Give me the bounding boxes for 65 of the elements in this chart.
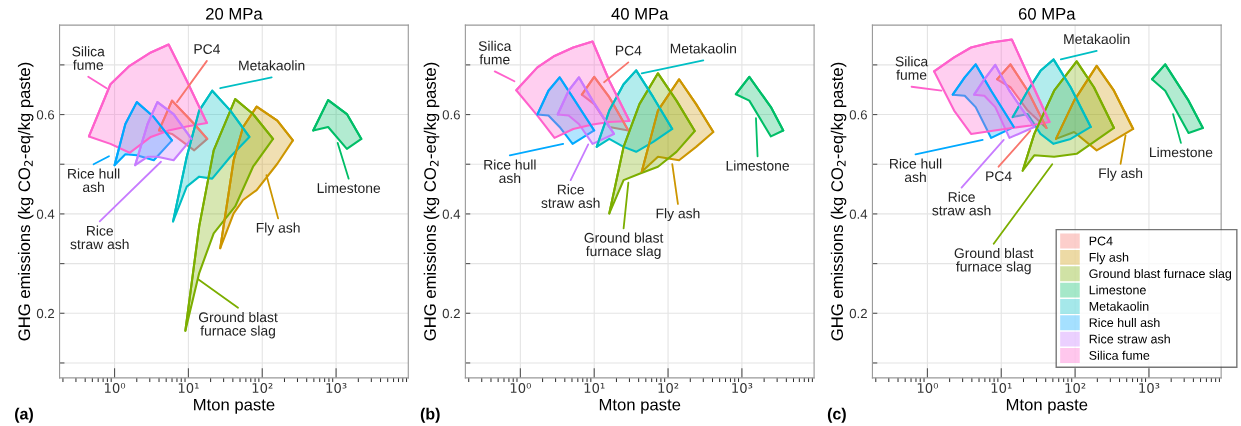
y-tick-label: 0.4 [442,209,461,219]
x-tick-label: 10⁰ [510,382,531,393]
y-tick-label: 0.6 [849,110,867,120]
x-tick-label: 10¹ [584,382,605,393]
legend-label: Ground blast furnace slag [1089,268,1232,281]
annotation: Ground blast furnace slag [954,247,1034,275]
annotation: Rice hull ash [68,168,120,193]
legend-label: Rice hull ash [1089,317,1160,328]
y-tick-label: 0.4 [36,209,55,219]
x-tick-label: 10³ [1139,382,1160,393]
y-axis-title: GHG emissions (kg CO$_{2}$-eq/kg paste) [423,62,440,341]
x-tick-label: 10² [252,382,273,393]
annotation: Rice hull ash [890,158,942,183]
annotation: Limestone [726,160,789,171]
x-axis-title: Mton paste [1006,398,1088,414]
annotation: Rice hull ash [484,159,536,184]
annotation: Rice straw ash [70,225,129,250]
x-tick-label: 10³ [326,382,347,393]
legend-label: Silica fume [1089,350,1150,360]
annotation: Fly ash [656,208,700,222]
chart-title: 40 MPa [611,7,669,20]
chart-title: 60 MPa [1018,7,1076,20]
y-tick-label: 0.6 [36,110,55,120]
x-tick-label: 10² [1065,382,1086,393]
annotation: Metakaolin [670,43,736,54]
annotation: Ground blast furnace slag [584,232,664,259]
y-tick-label: 0.2 [36,308,55,319]
legend-label: Fly ash [1089,252,1129,265]
text: (b) [420,407,440,423]
legend-label: Rice straw ash [1089,334,1170,344]
text: (c) [827,407,846,423]
y-axis-title: GHG emissions (kg CO$_{2}$-eq/kg paste) [830,62,847,341]
x-tick-label: 10² [658,382,679,393]
text: (a) [15,407,33,423]
x-tick-label: 10⁰ [104,382,126,393]
annotation: PC4 [615,45,642,56]
chart-title: 20 MPa [206,7,263,20]
annotation: Rice straw ash [932,191,991,216]
annotation: Fly ash [256,222,300,236]
annotation: Rice straw ash [541,184,600,208]
legend-label: Metakaolin [1089,301,1149,311]
annotation: PC4 [194,44,220,54]
x-tick-label: 10³ [732,382,753,393]
annotation: Silica fume [72,46,105,70]
annotation: Silica fume [895,56,929,80]
y-tick-label: 0.2 [442,308,460,319]
y-tick-label: 0.2 [849,308,867,319]
legend-label: Limestone [1089,285,1146,295]
x-tick-label: 10¹ [178,382,199,393]
legend-label: PC4 [1089,236,1113,246]
annotation: Metakaolin [239,60,305,71]
x-axis-title: Mton paste [194,398,275,414]
y-tick-label: 0.6 [442,110,460,120]
annotation: Limestone [317,182,381,194]
annotation: Fly ash [1099,167,1143,181]
annotation: Metakaolin [1064,33,1130,45]
annotation: Ground blast furnace slag [198,311,278,339]
annotation: Silica fume [478,40,512,65]
annotation: Limestone [1150,147,1213,158]
x-tick-label: 10¹ [991,382,1012,393]
y-tick-label: 0.4 [849,209,868,219]
x-axis-title: Mton paste [599,398,681,414]
x-tick-label: 10⁰ [917,382,938,393]
annotation: PC4 [986,171,1012,182]
y-axis-title: GHG emissions (kg CO$_{2}$-eq/kg paste) [17,62,34,341]
